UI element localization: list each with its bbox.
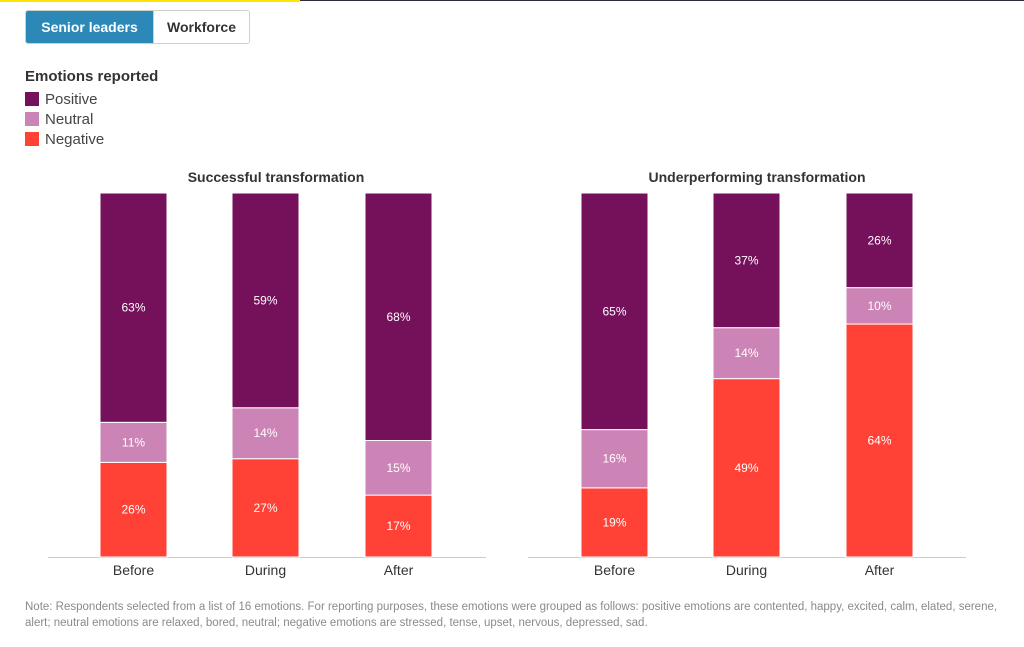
data-label-positive-before: 63% xyxy=(121,301,145,315)
bar-segment-negative-after xyxy=(364,494,433,558)
bar-segment-neutral-after xyxy=(364,440,433,496)
category-label-during: During xyxy=(245,562,286,578)
bar-segment-positive-after xyxy=(845,192,914,289)
bar-segment-positive-during xyxy=(712,192,781,329)
legend-label-positive: Positive xyxy=(45,90,98,108)
bar-segment-negative-during xyxy=(231,458,300,558)
footnote: Note: Respondents selected from a list o… xyxy=(25,601,998,629)
bar-segment-neutral-after xyxy=(845,287,914,325)
workforce-button[interactable]: Workforce xyxy=(153,11,249,43)
legend-item-positive: Positive xyxy=(25,89,158,109)
data-label-positive-after: 26% xyxy=(867,233,891,247)
legend-swatch-negative xyxy=(25,132,39,146)
category-label-during: During xyxy=(726,562,767,578)
data-label-positive-before: 65% xyxy=(602,304,626,318)
bar-segment-neutral-during xyxy=(712,327,781,380)
legend-swatch-neutral xyxy=(25,112,39,126)
audience-toggle: Senior leaders Workforce xyxy=(25,10,250,44)
bar-segment-positive-after xyxy=(364,192,433,442)
data-label-neutral-before: 16% xyxy=(602,452,626,466)
data-label-positive-after: 68% xyxy=(386,310,410,324)
chart-panel-2: Underperforming transformation 19% 16% 65% B… xyxy=(528,169,966,578)
senior-leaders-button[interactable]: Senior leaders xyxy=(26,11,153,43)
data-label-neutral-before: 11% xyxy=(122,435,145,449)
legend-label-neutral: Neutral xyxy=(45,110,94,128)
data-label-neutral-after: 15% xyxy=(386,461,410,475)
data-label-neutral-during: 14% xyxy=(253,426,277,440)
bar-segment-neutral-during xyxy=(231,407,300,460)
legend-item-neutral: Neutral xyxy=(25,109,158,129)
bar-segment-positive-before xyxy=(580,192,649,431)
bar-segment-positive-before xyxy=(99,192,168,423)
data-label-neutral-during: 14% xyxy=(734,346,758,360)
category-label-before: Before xyxy=(113,562,154,578)
data-label-negative-before: 26% xyxy=(121,503,145,517)
legend: Emotions reported Positive Neutral Negat… xyxy=(25,68,158,149)
data-label-negative-before: 19% xyxy=(602,515,626,529)
bar-segment-negative-after xyxy=(845,323,914,558)
chart-title: Successful transformation xyxy=(188,169,365,185)
bar-segment-negative-before xyxy=(99,461,168,558)
legend-item-negative: Negative xyxy=(25,129,158,149)
chart-panel-1: Successful transformation 26% 11% 63% Before… xyxy=(48,169,486,578)
data-label-negative-during: 27% xyxy=(253,501,277,515)
chart-title: Underperforming transformation xyxy=(648,169,865,185)
data-label-positive-during: 59% xyxy=(253,293,277,307)
category-label-after: After xyxy=(865,562,895,578)
legend-swatch-positive xyxy=(25,92,39,106)
top-border-line xyxy=(0,0,1024,1)
data-label-negative-after: 64% xyxy=(867,434,891,448)
top-accent-bar xyxy=(0,0,300,2)
legend-title: Emotions reported xyxy=(25,68,159,85)
category-label-before: Before xyxy=(594,562,635,578)
data-label-negative-after: 17% xyxy=(386,519,410,533)
legend-label-negative: Negative xyxy=(45,130,105,148)
bar-segment-negative-during xyxy=(712,378,781,558)
data-label-negative-during: 49% xyxy=(734,461,758,475)
category-label-after: After xyxy=(384,562,414,578)
bar-segment-neutral-before xyxy=(99,421,168,463)
bar-segment-positive-during xyxy=(231,192,300,409)
data-label-positive-during: 37% xyxy=(734,253,758,267)
data-label-neutral-after: 10% xyxy=(867,299,891,313)
